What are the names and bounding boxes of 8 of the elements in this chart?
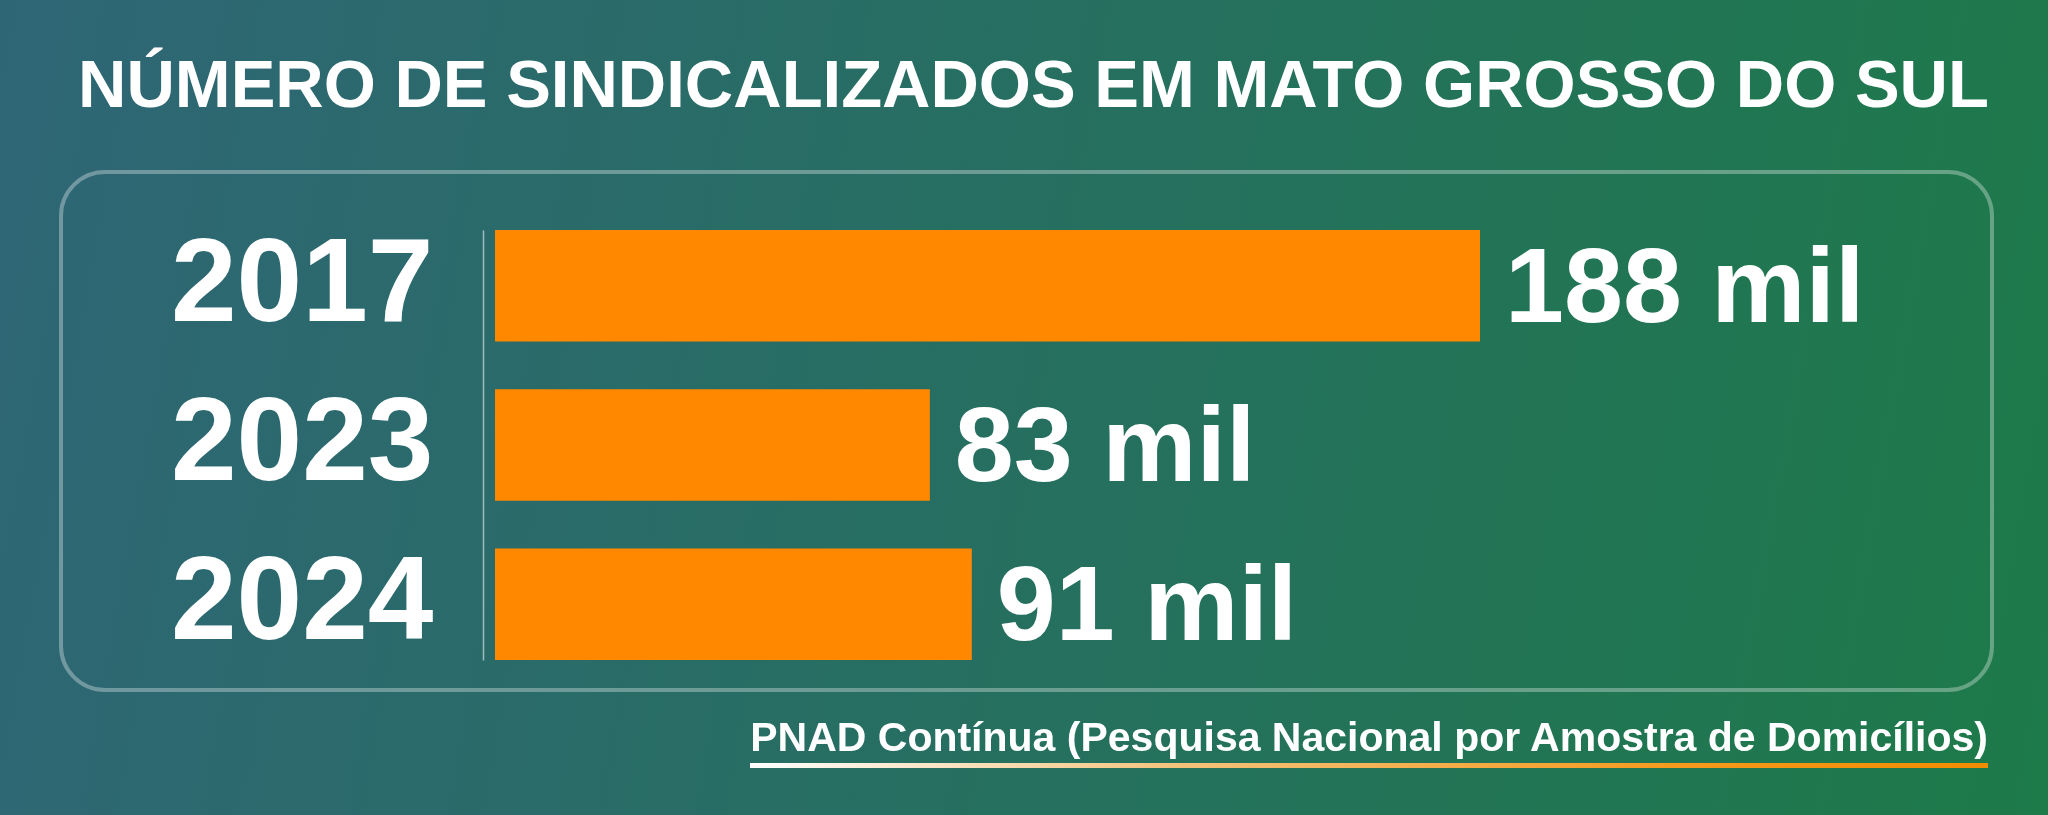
y-tick-label: 2017: [170, 213, 434, 346]
data-label: 188 mil: [1505, 225, 1865, 344]
data-label: 83 mil: [954, 385, 1256, 503]
y-tick-label: 2023: [170, 373, 434, 505]
y-tick-label: 2024: [170, 532, 434, 665]
chart-title: NÚMERO DE SINDICALIZADOS EM MATO GROSSO DO SUL: [78, 46, 1989, 122]
text: PNAD Contínua (Pesquisa Nacional por Amostra de Domicílios): [750, 714, 1988, 760]
data-label: 91 mil: [996, 544, 1298, 663]
